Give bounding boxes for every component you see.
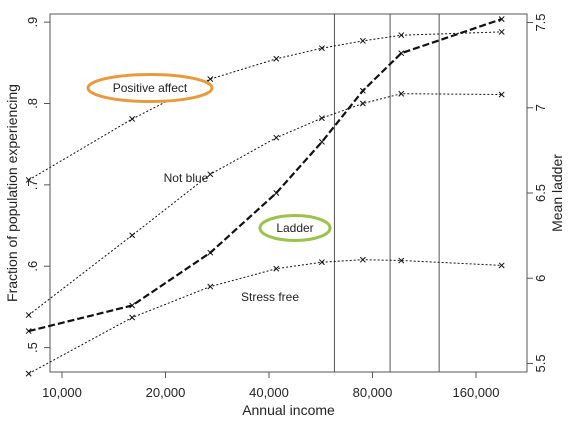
data-point-positive-affect [318, 45, 325, 52]
point-mark [273, 134, 280, 141]
data-point-not-blue [207, 171, 214, 178]
data-point-positive-affect [398, 32, 405, 39]
annotation-ring-ladder [258, 214, 332, 242]
data-point-ladder [398, 50, 405, 57]
point-mark [498, 16, 505, 23]
series-line-ladder [28, 18, 503, 333]
data-point-not-blue [359, 100, 366, 107]
x-tick-label: 40,000 [249, 385, 289, 400]
point-mark [25, 312, 32, 318]
point-mark [398, 32, 405, 39]
data-point-stress-free [273, 265, 280, 272]
x-axis-title: Annual income [242, 402, 335, 418]
point-mark [129, 302, 136, 309]
point-mark [318, 259, 325, 266]
data-point-ladder [273, 190, 280, 196]
reference-lines [333, 14, 440, 372]
data-point-positive-affect [359, 37, 366, 44]
plot-frame [49, 13, 528, 373]
data-point-not-blue [318, 115, 325, 122]
data-point-positive-affect [273, 55, 280, 62]
y-tick-label: .6 [25, 261, 40, 272]
point-mark [207, 249, 214, 256]
point-mark [318, 138, 325, 145]
annotation-positive-affect: Positive affect [113, 81, 188, 95]
data-point-ladder [25, 328, 32, 335]
point-mark [359, 37, 366, 44]
data-point-ladder [129, 302, 136, 309]
data-point-positive-affect [498, 28, 505, 35]
data-point-not-blue [25, 312, 32, 318]
x-tick-label: 160,000 [453, 385, 500, 400]
point-mark [273, 55, 280, 62]
data-point-ladder [498, 16, 505, 23]
annotation-ring-positive-affect [86, 73, 214, 103]
data-point-positive-affect [25, 177, 32, 183]
point-mark [25, 177, 32, 183]
plot-border [49, 13, 528, 373]
point-mark [129, 314, 136, 321]
data-point-ladder [207, 249, 214, 256]
data-point-stress-free [359, 256, 366, 263]
point-mark [207, 76, 214, 83]
annotation-stress-free: Stress free [241, 290, 299, 304]
series-lines [25, 16, 505, 377]
point-mark [498, 28, 505, 35]
y2-tick-label: 7 [533, 104, 548, 111]
point-mark [398, 50, 405, 57]
point-mark [318, 45, 325, 52]
y2-tick-label: 5.5 [533, 354, 548, 372]
point-mark [398, 90, 405, 97]
data-point-not-blue [498, 91, 505, 98]
annotation-not-blue: Not blue [164, 171, 209, 185]
data-point-stress-free [25, 370, 32, 377]
point-mark [129, 232, 136, 239]
data-point-stress-free [207, 283, 214, 290]
point-mark [359, 256, 366, 263]
point-mark [273, 265, 280, 272]
point-mark [273, 190, 280, 196]
point-mark [207, 171, 214, 178]
y2-tick-label: 7.5 [533, 13, 548, 31]
data-point-not-blue [273, 134, 280, 141]
y-tick-label: .7 [25, 179, 40, 190]
point-mark [498, 91, 505, 98]
point-mark [498, 262, 505, 269]
y-tick-label: .8 [25, 98, 40, 109]
point-mark [398, 257, 405, 264]
y2-axis-title: Mean ladder [549, 154, 565, 232]
annotation-ladder: Ladder [276, 221, 313, 235]
data-point-stress-free [398, 257, 405, 264]
data-point-stress-free [498, 262, 505, 269]
point-mark [129, 116, 136, 122]
point-mark [207, 283, 214, 290]
y-tick-label: .5 [25, 342, 40, 353]
data-point-ladder [359, 87, 366, 94]
y-axis-title: Fraction of population experiencing [4, 84, 20, 302]
data-point-not-blue [398, 90, 405, 97]
y2-tick-label: 6.5 [533, 184, 548, 202]
axis-ticks: 10,000 20,000 40,000 80,000 160,000 .5 .6 .7 .8.… [25, 13, 548, 400]
point-mark [25, 370, 32, 377]
data-point-positive-affect [207, 76, 214, 83]
x-tick-label: 10,000 [42, 385, 82, 400]
data-point-stress-free [129, 314, 136, 321]
point-mark [359, 87, 366, 94]
point-mark [25, 328, 32, 335]
y-tick-label: .9 [25, 17, 40, 28]
series-line-positive-affect [28, 31, 502, 181]
data-point-not-blue [129, 232, 136, 239]
data-point-stress-free [318, 259, 325, 266]
series-line-stress-free [28, 259, 502, 375]
series-annotations: Positive affect Not blue Ladder Stress free [86, 73, 332, 304]
data-point-positive-affect [129, 116, 136, 122]
data-point-ladder [318, 138, 325, 145]
point-mark [318, 115, 325, 122]
y2-tick-label: 6 [533, 275, 548, 282]
x-tick-label: 20,000 [146, 385, 186, 400]
point-mark [359, 100, 366, 107]
x-tick-label: 80,000 [353, 385, 393, 400]
